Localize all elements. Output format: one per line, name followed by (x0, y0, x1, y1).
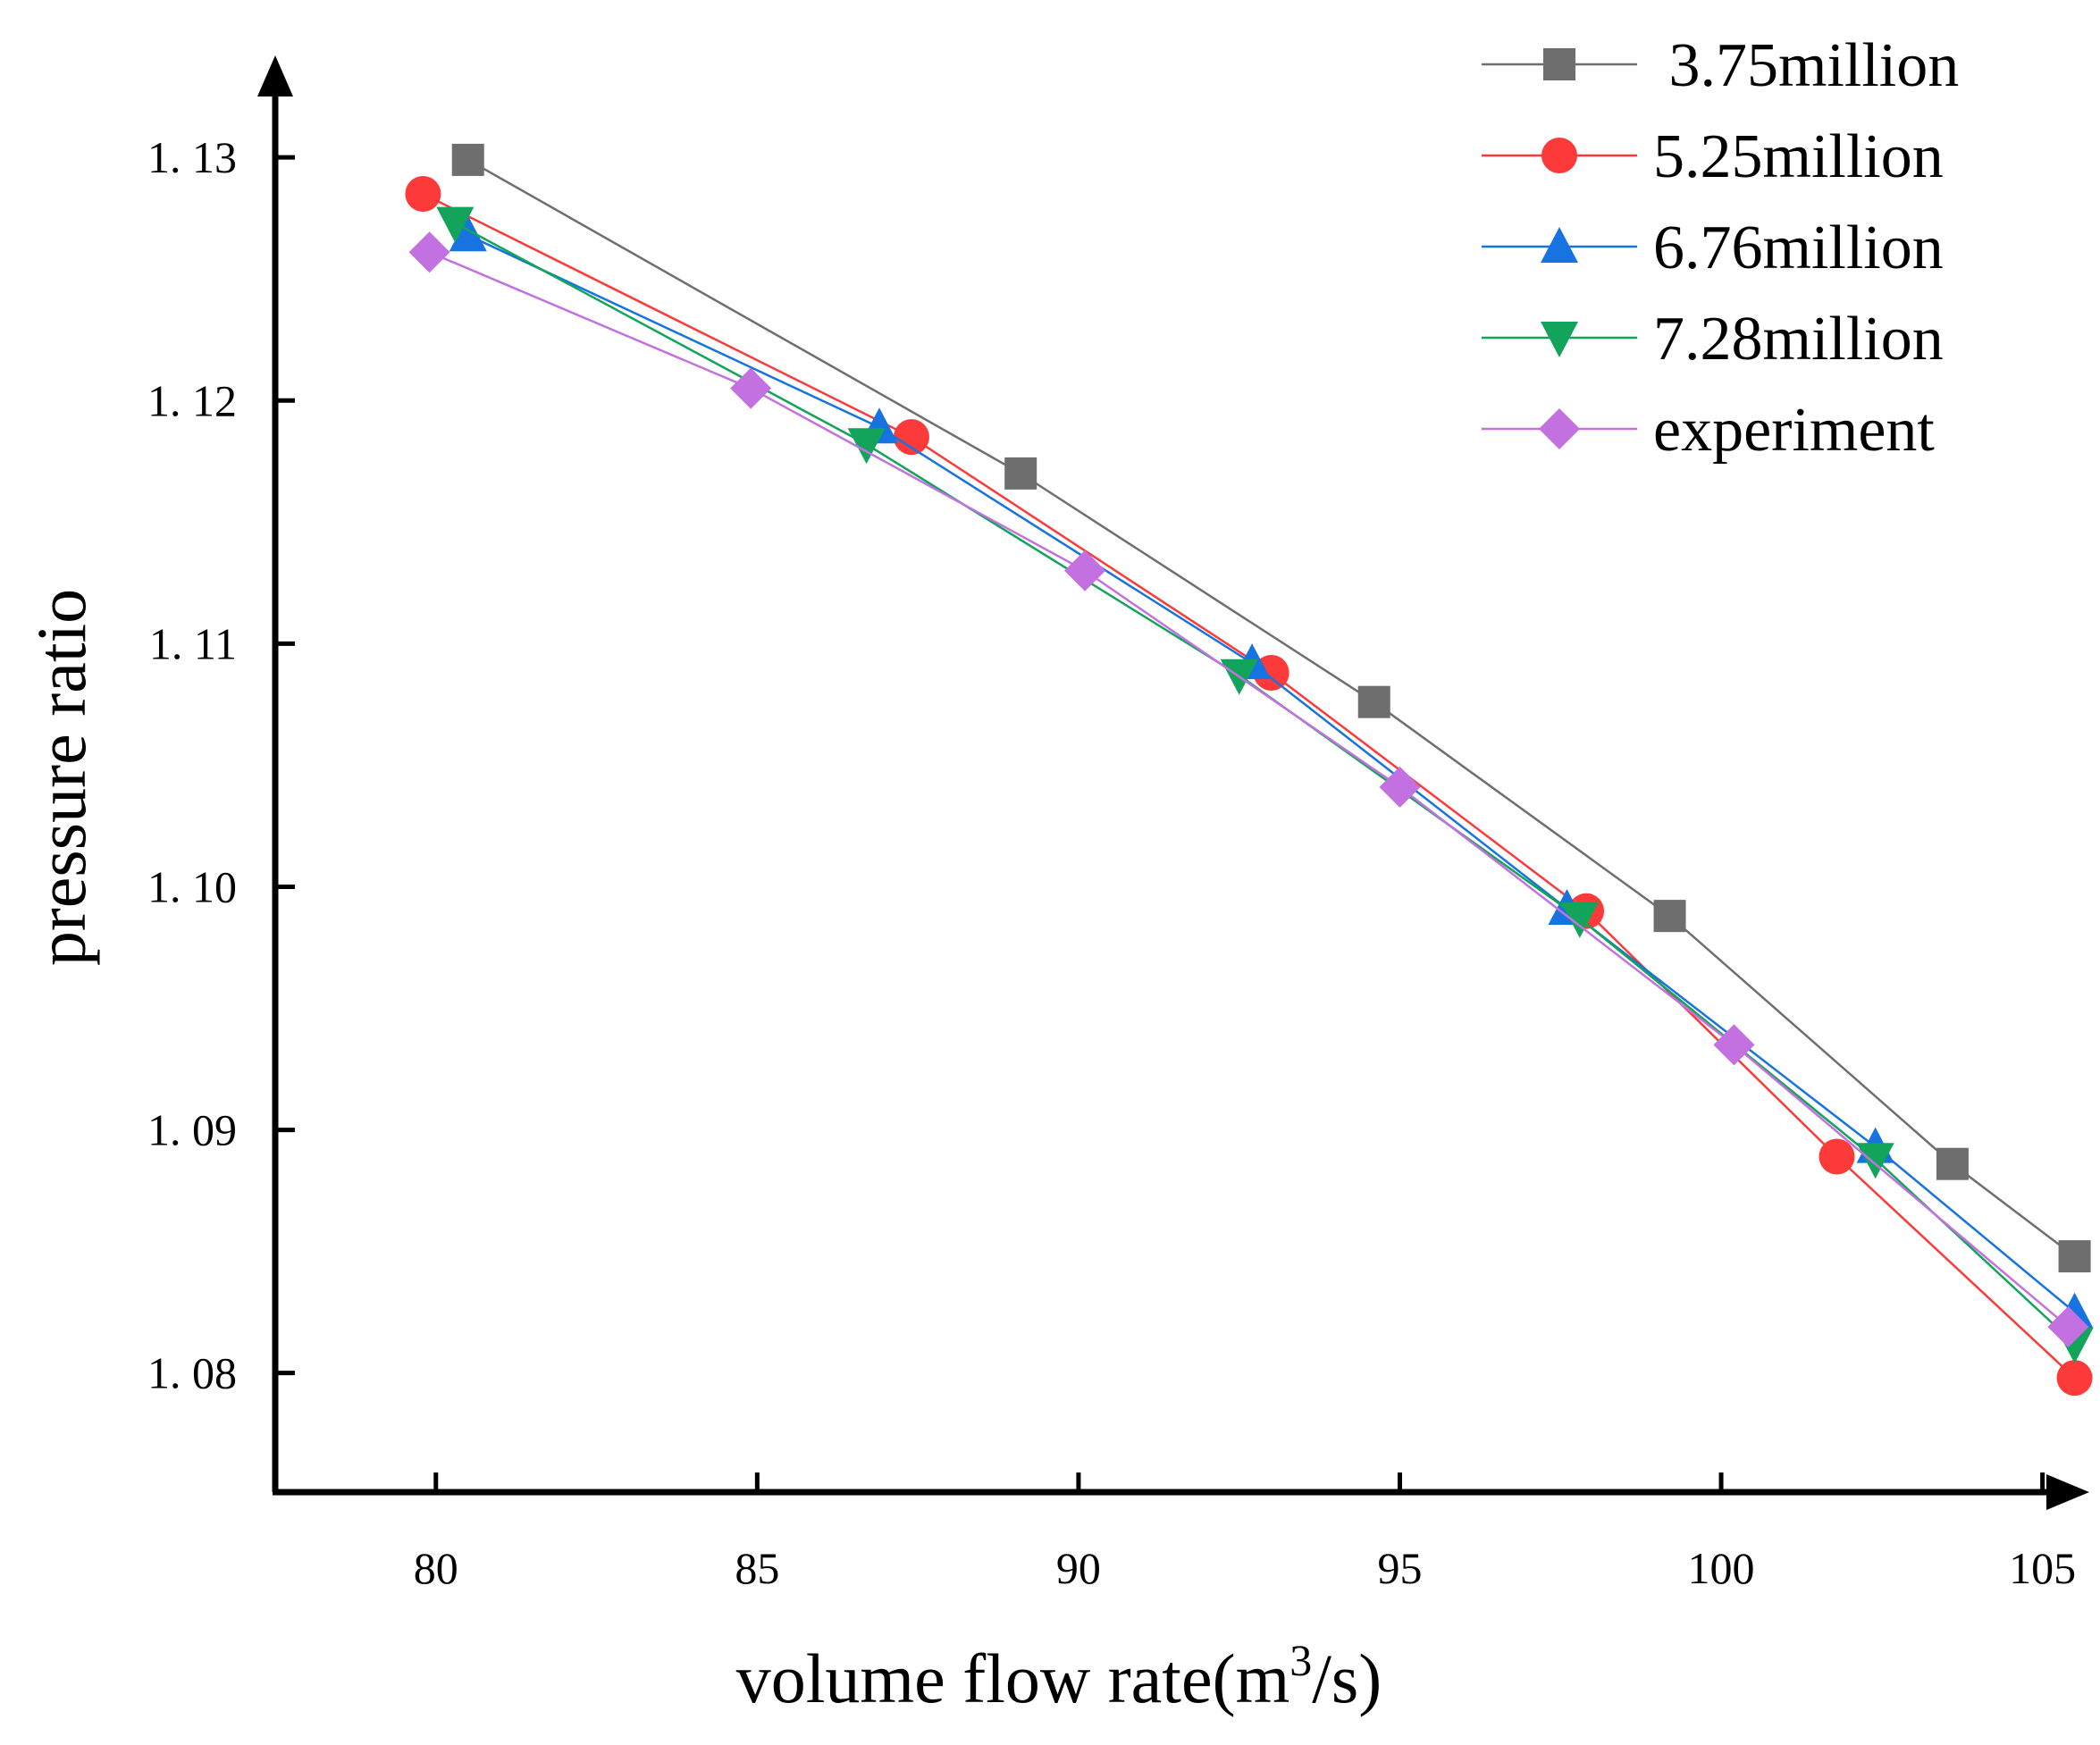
legend-marker (1541, 322, 1578, 357)
x-axis-arrow (2046, 1474, 2089, 1510)
data-point (436, 206, 475, 243)
x-tick-label: 100 (1688, 1543, 1755, 1593)
legend-item: 5.25million (1482, 122, 1944, 191)
data-point (1713, 1024, 1755, 1066)
data-point (730, 367, 772, 409)
legend-item: 7.28million (1482, 305, 1944, 373)
data-point (1936, 1147, 1969, 1180)
y-axis-title: pressure ratio (22, 589, 100, 966)
y-tick-label: 1. 13 (147, 132, 237, 182)
data-point (451, 143, 484, 176)
data-point (1379, 766, 1421, 808)
data-point (1357, 685, 1390, 718)
x-ticks: 80 85 90 95 100 105 (414, 1472, 2076, 1593)
axes (257, 55, 2089, 1510)
data-point (1560, 902, 1599, 938)
legend: 3.75million 5.25million 6.76million 7.28mil… (1482, 31, 1959, 465)
data-point (1064, 550, 1106, 591)
legend-item: experiment (1482, 396, 1935, 465)
legend-label: 7.28million (1653, 305, 1944, 373)
legend-item: 6.76million (1482, 214, 1944, 282)
x-tick-label: 90 (1056, 1543, 1101, 1593)
x-axis-title: volume flow rate(m3/s) (736, 1635, 1382, 1717)
data-point (893, 419, 929, 456)
series-line (429, 251, 2070, 1328)
legend-marker (1539, 408, 1580, 449)
series-line (454, 222, 2076, 1345)
legend-item: 3.75million (1482, 31, 1959, 100)
legend-label: 3.75million (1653, 31, 1959, 100)
series-line (422, 192, 2076, 1380)
series-4 (408, 231, 2089, 1347)
x-tick-label: 95 (1377, 1543, 1422, 1593)
legend-label: 5.25million (1653, 122, 1944, 191)
series-3 (436, 206, 2094, 1364)
data-point (2056, 1360, 2093, 1397)
legend-label: experiment (1653, 396, 1935, 465)
data-point (2058, 1240, 2091, 1273)
data-point (1856, 1143, 1894, 1179)
y-ticks: 1. 08 1. 09 1. 10 1. 11 1. 12 1. 13 (147, 132, 295, 1398)
data-point (408, 231, 450, 273)
x-axis-title-main: volume flow rate(m (736, 1640, 1289, 1717)
data-point (1653, 900, 1686, 933)
data-point (2047, 1305, 2089, 1347)
legend-marker (1541, 227, 1578, 263)
data-point (449, 215, 487, 252)
x-axis-title-tail: /s) (1312, 1640, 1382, 1717)
series-0 (451, 143, 2091, 1273)
data-point (1004, 457, 1037, 490)
data-point (847, 428, 886, 465)
legend-marker (1543, 48, 1575, 80)
data-point (1819, 1138, 1855, 1175)
y-axis-arrow (257, 55, 293, 96)
y-tick-label: 1. 10 (147, 861, 237, 911)
y-tick-label: 1. 12 (147, 375, 237, 425)
x-tick-label: 80 (414, 1543, 458, 1593)
x-axis-title-superscript: 3 (1289, 1635, 1312, 1685)
y-tick-label: 1. 09 (147, 1105, 237, 1155)
legend-label: 6.76million (1653, 214, 1944, 282)
series-line (467, 158, 2076, 1258)
x-tick-label: 105 (2009, 1543, 2076, 1593)
y-tick-label: 1. 08 (147, 1348, 237, 1398)
x-tick-label: 85 (735, 1543, 779, 1593)
y-tick-label: 1. 11 (149, 618, 237, 668)
series-layer (405, 143, 2094, 1397)
legend-marker (1541, 138, 1577, 173)
data-point (405, 176, 441, 213)
